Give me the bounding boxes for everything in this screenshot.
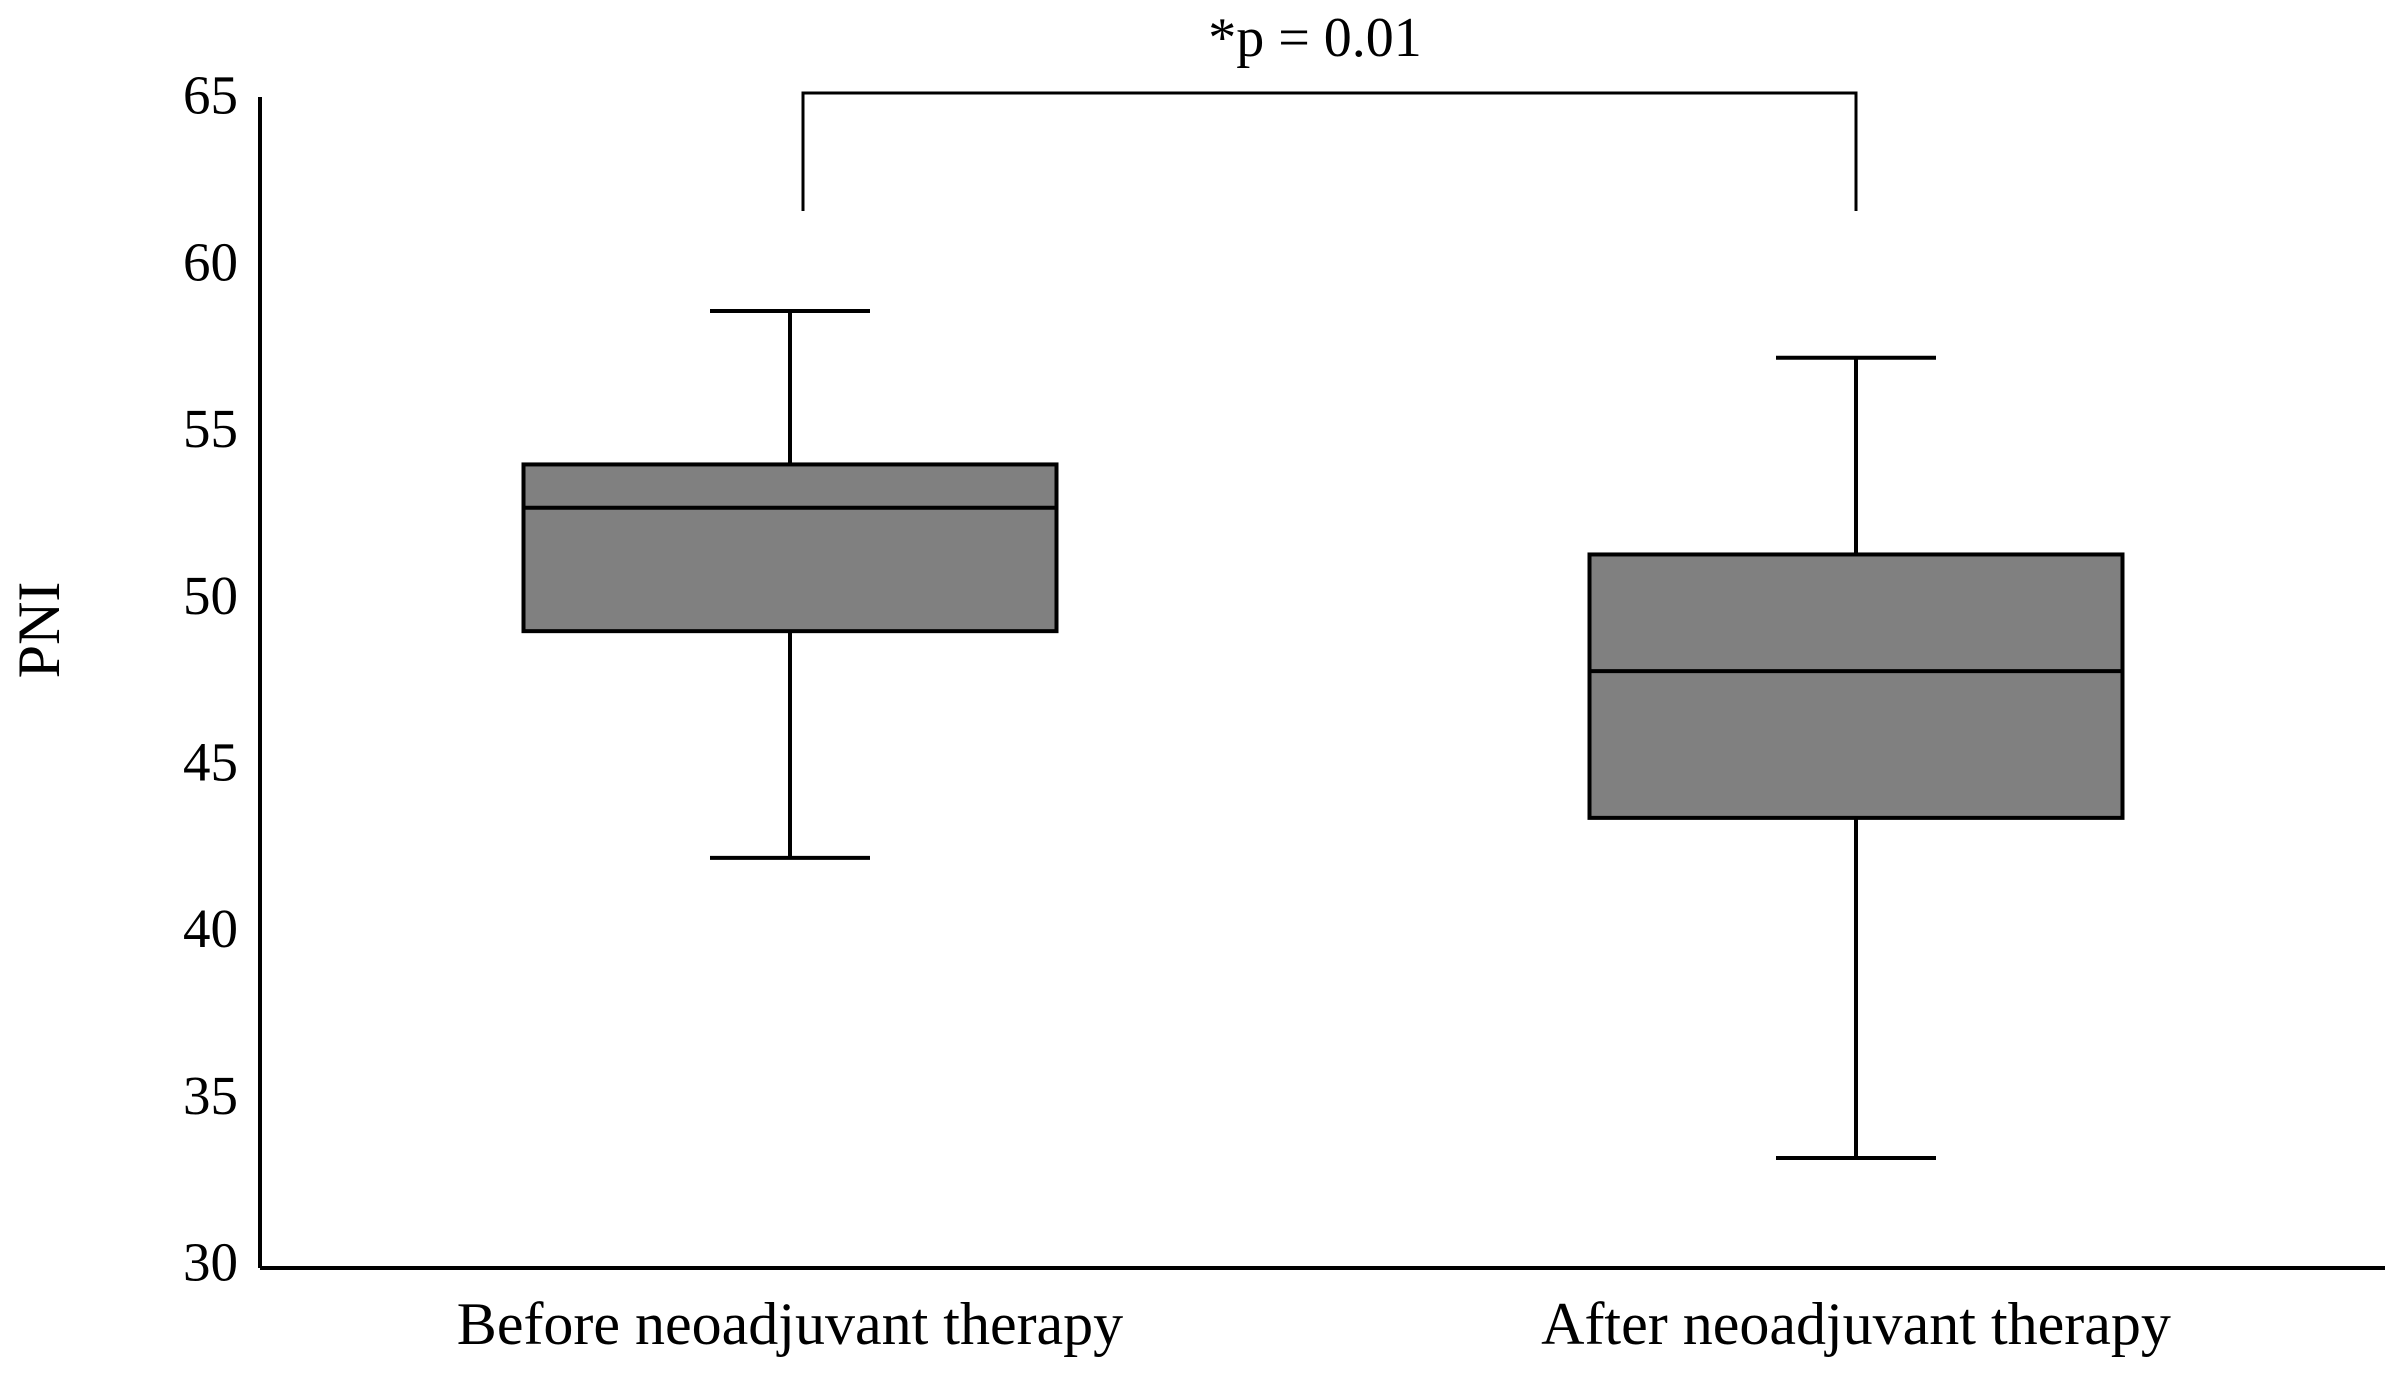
annotation: *p = 0.01 <box>1208 7 1422 69</box>
y-tick-label: 60 <box>183 231 238 292</box>
y-tick-label: 40 <box>183 898 238 959</box>
y-tick-label: 65 <box>183 65 238 126</box>
y-tick-label: 45 <box>183 731 238 792</box>
box <box>1587 552 2125 820</box>
y-axis-label: PNI <box>6 582 72 679</box>
y-tick-label: 35 <box>183 1065 238 1126</box>
x-tick-label: Before neoadjuvant therapy <box>457 1291 1123 1357</box>
y-tick-label: 55 <box>183 398 238 459</box>
significance-bracket <box>801 91 1858 211</box>
y-tick-label: 50 <box>183 565 238 626</box>
box <box>521 462 1059 634</box>
y-tick-label: 30 <box>183 1232 238 1293</box>
x-tick-label: After neoadjuvant therapy <box>1541 1291 2171 1357</box>
